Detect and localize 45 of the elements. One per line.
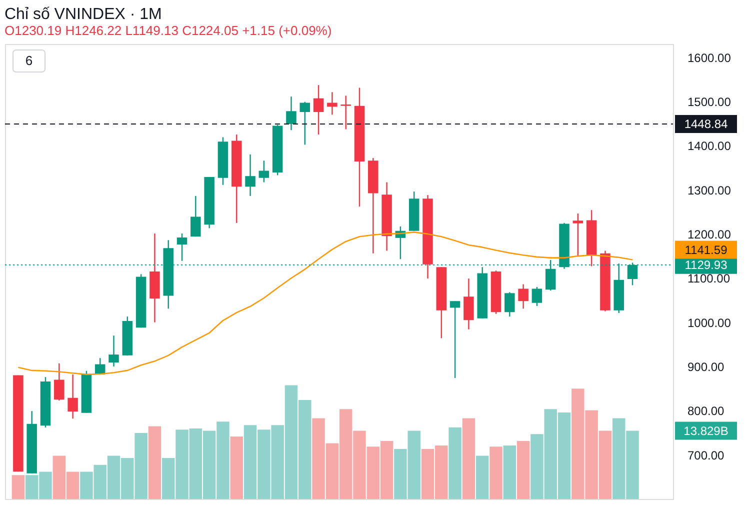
annotation: 6 [25, 53, 33, 68]
candlestick [108, 334, 119, 368]
line-series [18, 232, 634, 376]
candlestick [54, 362, 64, 402]
candlestick [518, 284, 528, 310]
bar [476, 456, 489, 499]
candlestick [464, 278, 474, 330]
y-tick-label: 700.00 [688, 448, 725, 462]
candlestick [572, 212, 584, 258]
bar [230, 436, 243, 499]
bar [503, 446, 516, 499]
bar [148, 426, 162, 499]
candlestick [327, 92, 338, 116]
chart-subtitle: O1230.19 H1246.22 L1149.13 C1224.05 +1.15 (+0.09%) [4, 23, 332, 38]
bar [12, 475, 25, 499]
candlestick [258, 160, 270, 183]
bar [462, 418, 476, 499]
y-tick-label: 1200.00 [688, 227, 732, 242]
y-tick-label: 1600.00 [688, 50, 732, 65]
text: 1141.59 [684, 242, 728, 257]
candlestick [450, 300, 460, 379]
candlestick [504, 292, 515, 318]
bar [516, 440, 530, 499]
candlestick [245, 154, 256, 197]
y-tick-label: 1500.00 [688, 94, 732, 109]
bar [490, 446, 502, 499]
candlestick [340, 95, 351, 130]
candlestick [286, 96, 296, 131]
ref-line-label: 1129.93 [684, 258, 728, 272]
text: 13.829B [684, 424, 728, 438]
chart-title: Chỉ số VNINDEX · 1M [4, 6, 162, 23]
candlestick [532, 286, 542, 307]
candlestick [300, 101, 310, 146]
y-tick-label: 1100.00 [688, 272, 730, 286]
candlestick [176, 232, 188, 262]
candlestick [313, 84, 324, 136]
candlestick [190, 195, 201, 238]
y-tick-label: 1000.00 [688, 316, 732, 330]
y-tick-label: 1400.00 [688, 139, 732, 154]
bar [448, 427, 462, 499]
ref-line-label: 1448.84 [684, 117, 728, 132]
y-tick-label: 800.00 [688, 404, 725, 418]
y-tick-label: 900.00 [688, 360, 725, 374]
candlestick [68, 374, 78, 420]
y-tick-label: 1300.00 [688, 183, 732, 198]
